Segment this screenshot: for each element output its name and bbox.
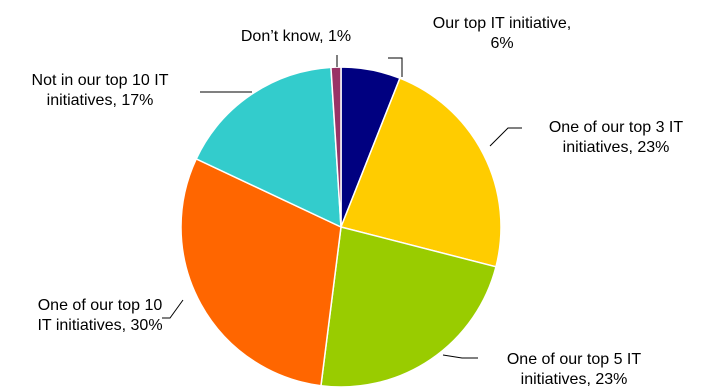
leader-line (388, 57, 403, 77)
data-label: One of our top 10 IT initiatives, 30% (37, 297, 162, 334)
data-label-line: One of our top 5 IT (507, 351, 642, 368)
leader-line (162, 299, 184, 319)
data-label-line: IT initiatives, 30% (37, 317, 162, 334)
data-label-line: Not in our top 10 IT (32, 72, 169, 89)
data-label-line: initiatives, 17% (47, 92, 154, 109)
data-label: Our top IT initiative, 6% (433, 15, 571, 52)
data-label-line: Don’t know, 1% (241, 28, 351, 45)
data-label-line: Our top IT initiative, (433, 15, 571, 32)
slices-layer (180, 66, 502, 388)
leader-lines-layer (162, 55, 522, 359)
data-label: One of our top 3 IT initiatives, 23% (549, 119, 684, 156)
data-label: Not in our top 10 IT initiatives, 17% (32, 72, 169, 109)
pie-slice (180, 157, 342, 387)
pie-slice (339, 77, 502, 268)
pie-slice (330, 66, 342, 228)
leader-line (489, 127, 522, 147)
data-label: Don’t know, 1% (241, 28, 351, 45)
leader-line (442, 354, 478, 359)
pie-slice (320, 226, 497, 388)
data-labels-layer: Our top IT initiative, 6% One of our top 3… (32, 15, 684, 388)
data-label: One of our top 5 IT initiatives, 23% (507, 351, 642, 388)
data-label-line: One of our top 3 IT (549, 119, 684, 136)
pie-slice (195, 66, 342, 229)
data-label-line: 6% (490, 35, 513, 52)
data-label-line: One of our top 10 (38, 297, 163, 314)
data-label-line: initiatives, 23% (521, 371, 628, 388)
data-label-line: initiatives, 23% (563, 139, 670, 156)
